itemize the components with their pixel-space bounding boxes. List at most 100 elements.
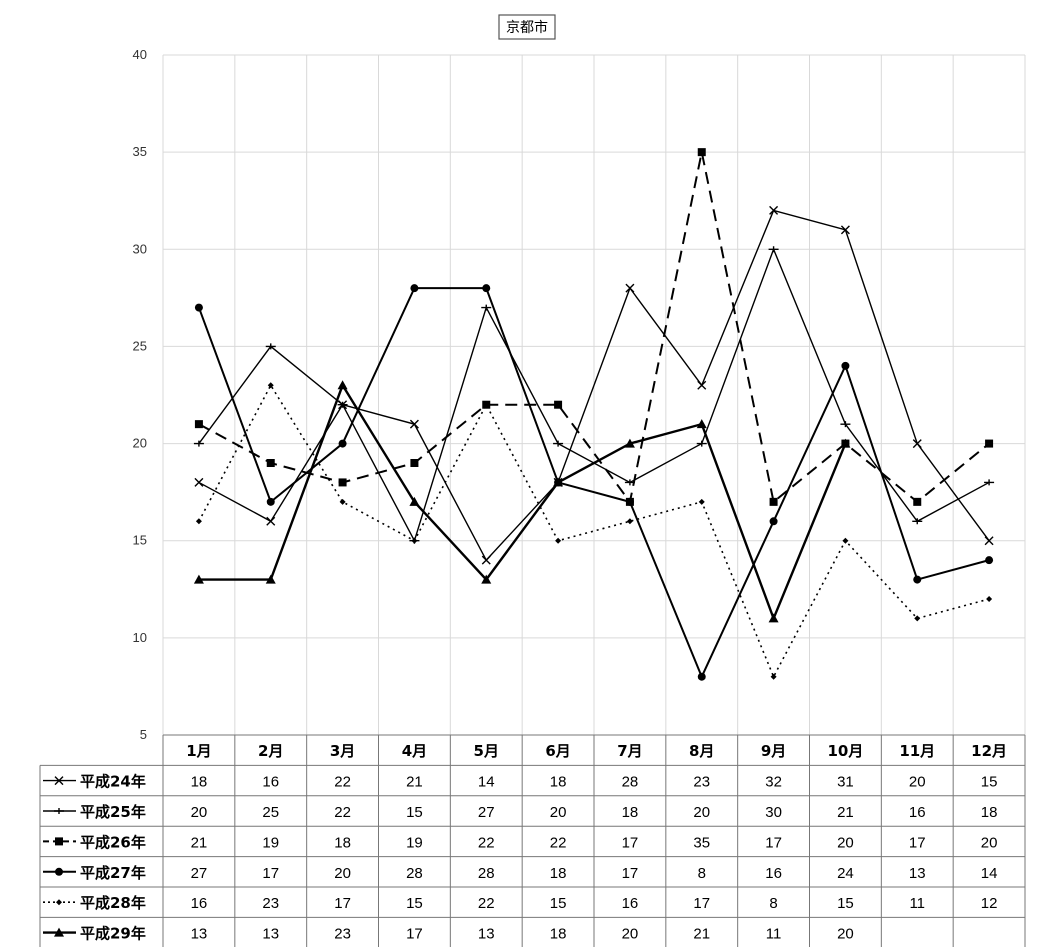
legend-label: 平成28年 — [80, 894, 146, 912]
data-point — [483, 401, 490, 408]
series-line — [198, 383, 990, 679]
data-label: 18 — [550, 926, 567, 943]
data-label: 14 — [478, 774, 495, 791]
data-point — [54, 776, 64, 786]
data-point — [984, 479, 995, 486]
data-point — [768, 613, 779, 623]
data-label: 12 — [981, 895, 998, 912]
data-label: 17 — [765, 834, 782, 851]
x-tick-label: 10月 — [827, 742, 863, 760]
data-point — [912, 518, 923, 525]
plot-grid — [162, 54, 1026, 736]
data-point — [984, 536, 994, 546]
series-line — [198, 209, 990, 562]
data-label: 18 — [550, 774, 567, 791]
data-label: 20 — [693, 804, 710, 821]
data-label: 18 — [191, 774, 208, 791]
series-6 — [193, 380, 851, 623]
x-tick-label: 11月 — [899, 742, 935, 760]
data-label: 21 — [191, 834, 208, 851]
data-point — [696, 419, 707, 429]
data-label: 20 — [550, 804, 567, 821]
data-point — [56, 899, 62, 906]
y-tick-label: 10 — [133, 630, 147, 645]
data-point — [410, 284, 419, 293]
data-point — [194, 303, 203, 312]
data-label: 22 — [550, 834, 567, 851]
data-label: 22 — [334, 774, 351, 791]
data-point — [337, 380, 348, 390]
y-tick-label: 20 — [133, 436, 147, 451]
series-line — [198, 151, 990, 505]
data-point — [841, 361, 850, 370]
x-tick-label: 8月 — [689, 742, 714, 760]
data-point — [913, 575, 922, 584]
data-point — [193, 574, 204, 584]
data-label: 20 — [909, 774, 926, 791]
data-point — [411, 537, 418, 544]
chart-title: 京都市 — [506, 19, 548, 36]
data-point — [482, 284, 491, 293]
y-tick-label: 25 — [133, 338, 147, 353]
data-point — [266, 459, 275, 467]
data-point — [913, 497, 922, 506]
legend-label: 平成26年 — [80, 833, 146, 851]
data-label: 23 — [693, 774, 710, 791]
data-point — [266, 516, 276, 526]
legend-key-5 — [43, 899, 76, 906]
data-point — [55, 837, 63, 846]
data-label: 28 — [406, 865, 423, 882]
data-label: 22 — [478, 834, 495, 851]
x-tick-label: 3月 — [330, 742, 355, 760]
data-label: 22 — [334, 804, 351, 821]
data-label: 23 — [334, 926, 351, 943]
data-label: 13 — [478, 926, 495, 943]
data-label: 17 — [334, 895, 351, 912]
data-label: 24 — [837, 865, 854, 882]
data-label: 20 — [837, 926, 854, 943]
data-label: 20 — [334, 865, 351, 882]
data-point — [553, 477, 564, 487]
data-point — [697, 148, 706, 157]
data-label: 28 — [622, 774, 639, 791]
data-point — [698, 498, 705, 505]
data-point — [194, 477, 204, 487]
data-label: 17 — [693, 895, 710, 912]
data-label: 27 — [191, 865, 208, 882]
data-point — [265, 574, 276, 584]
data-label: 15 — [406, 804, 423, 821]
data-label: 13 — [909, 865, 926, 882]
data-point — [267, 382, 274, 389]
data-label: 21 — [837, 804, 854, 821]
data-point — [697, 672, 706, 681]
data-label: 11 — [766, 926, 782, 943]
legend-label: 平成24年 — [80, 773, 146, 791]
data-label: 15 — [550, 895, 567, 912]
x-tick-label: 2月 — [258, 742, 283, 760]
data-point — [912, 439, 922, 449]
data-point — [768, 246, 779, 253]
data-point — [555, 537, 562, 544]
data-label: 25 — [262, 804, 279, 821]
data-point — [696, 440, 707, 447]
x-tick-label: 12月 — [971, 742, 1007, 760]
series-layer — [193, 148, 995, 681]
x-tick-label: 6月 — [545, 742, 570, 760]
data-point — [266, 497, 275, 506]
data-point — [769, 517, 778, 526]
data-point — [985, 439, 994, 448]
data-point — [409, 419, 419, 429]
data-label: 16 — [191, 895, 208, 912]
legend-label: 平成27年 — [80, 864, 146, 882]
y-axis-ticks: 5 10 15 20 25 30 35 40 — [133, 47, 147, 742]
series-line — [198, 382, 847, 622]
data-label: 20 — [622, 926, 639, 943]
data-label: 17 — [622, 834, 639, 851]
data-point — [553, 440, 564, 447]
y-tick-label: 40 — [133, 47, 147, 62]
legend-key-2 — [43, 808, 76, 814]
data-label: 18 — [334, 834, 351, 851]
y-tick-label: 30 — [133, 241, 147, 256]
y-tick-label: 15 — [133, 533, 147, 548]
data-label: 15 — [837, 895, 854, 912]
